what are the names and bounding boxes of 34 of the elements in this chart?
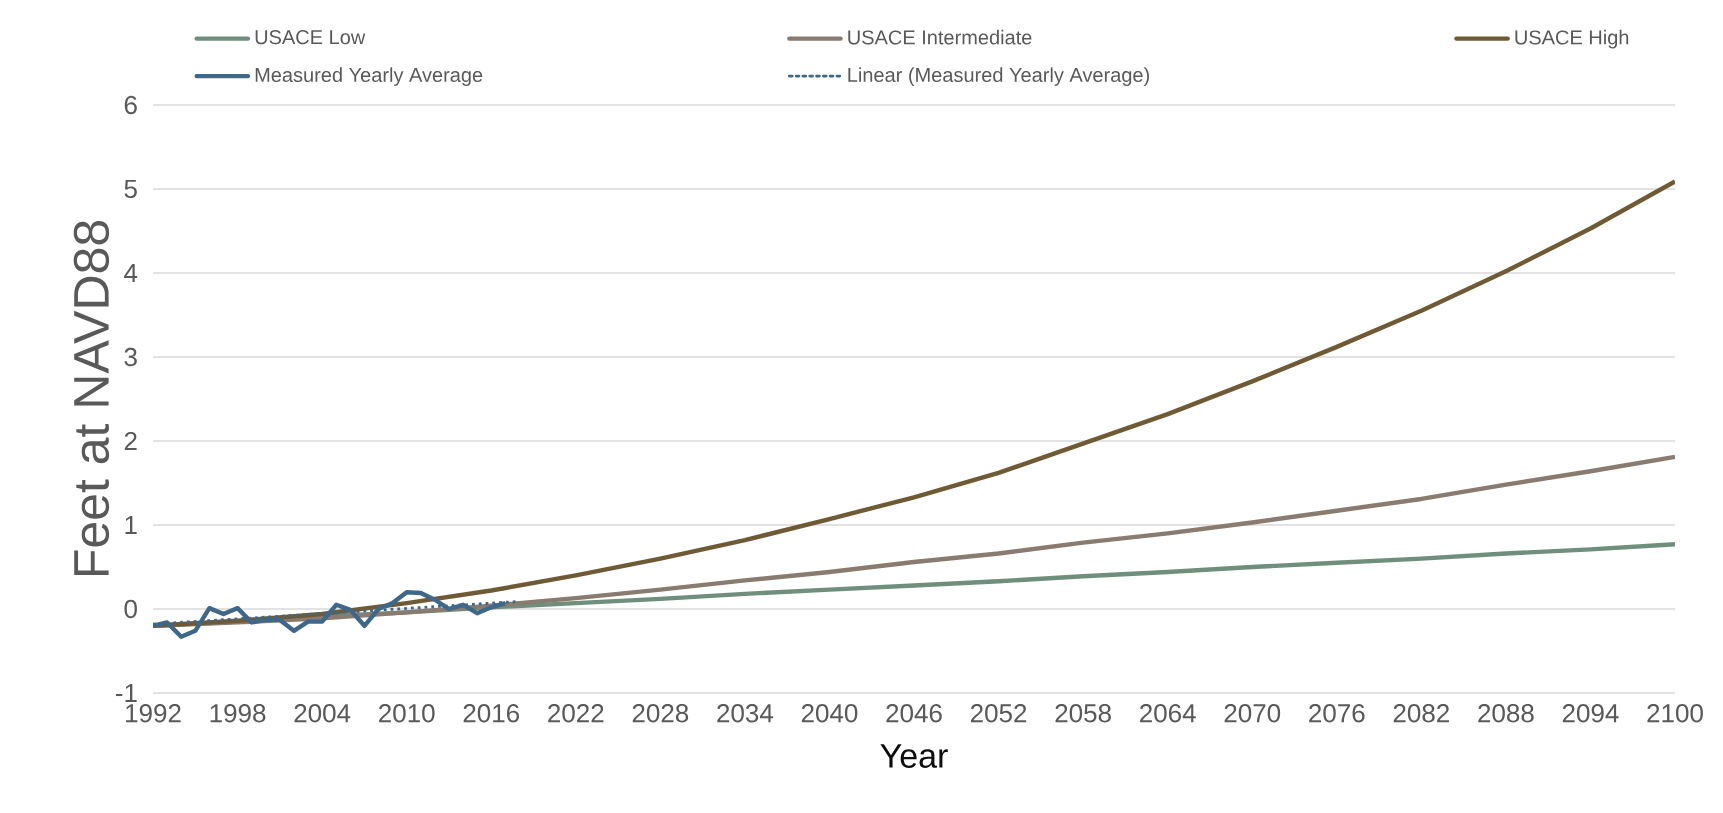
x-tick-label: 2064 xyxy=(1140,704,1196,723)
x-tick-label: 2010 xyxy=(379,704,435,723)
x-axis-title: Year xyxy=(880,744,948,768)
x-tick-label: 2058 xyxy=(1055,704,1111,723)
y-tick-label: 0 xyxy=(124,599,137,619)
legend-label: USACE Low xyxy=(255,30,366,45)
y-tick-label: 6 xyxy=(124,95,137,115)
x-tick-label: 2070 xyxy=(1224,704,1281,723)
x-tick-label: 2100 xyxy=(1647,704,1703,723)
x-tick-label: 2076 xyxy=(1309,704,1365,723)
legend-label: Linear (Measured Yearly Average) xyxy=(848,67,1149,86)
y-tick-label: 1 xyxy=(125,516,137,534)
legend-label: Measured Yearly Average xyxy=(255,67,483,86)
x-tick-label: 2022 xyxy=(548,704,604,723)
x-tick-label: 2040 xyxy=(801,704,858,723)
legend-label: USACE Intermediate xyxy=(848,29,1032,45)
x-tick-label: 2082 xyxy=(1393,704,1449,723)
y-tick-label: -1 xyxy=(115,684,137,702)
x-tick-label: 2046 xyxy=(886,704,942,723)
x-tick-label: 2034 xyxy=(717,704,774,723)
y-tick-label: 2 xyxy=(124,431,137,451)
x-tick-label: 2088 xyxy=(1478,704,1534,723)
x-tick-label: 2004 xyxy=(294,704,351,723)
y-tick-label: 5 xyxy=(124,179,137,199)
x-tick-label: 2094 xyxy=(1562,704,1619,723)
x-tick-label: 2028 xyxy=(632,704,689,723)
x-tick-label: 1992 xyxy=(126,704,181,723)
y-tick-label: 3 xyxy=(124,347,137,367)
x-tick-label: 2016 xyxy=(463,704,520,723)
y-axis-title: Feet at NAVD88 xyxy=(73,220,110,576)
legend-label: USACE High xyxy=(1515,29,1629,49)
x-tick-label: 2052 xyxy=(970,704,1027,723)
x-tick-label: 1998 xyxy=(210,704,266,723)
y-tick-label: 4 xyxy=(124,264,138,282)
